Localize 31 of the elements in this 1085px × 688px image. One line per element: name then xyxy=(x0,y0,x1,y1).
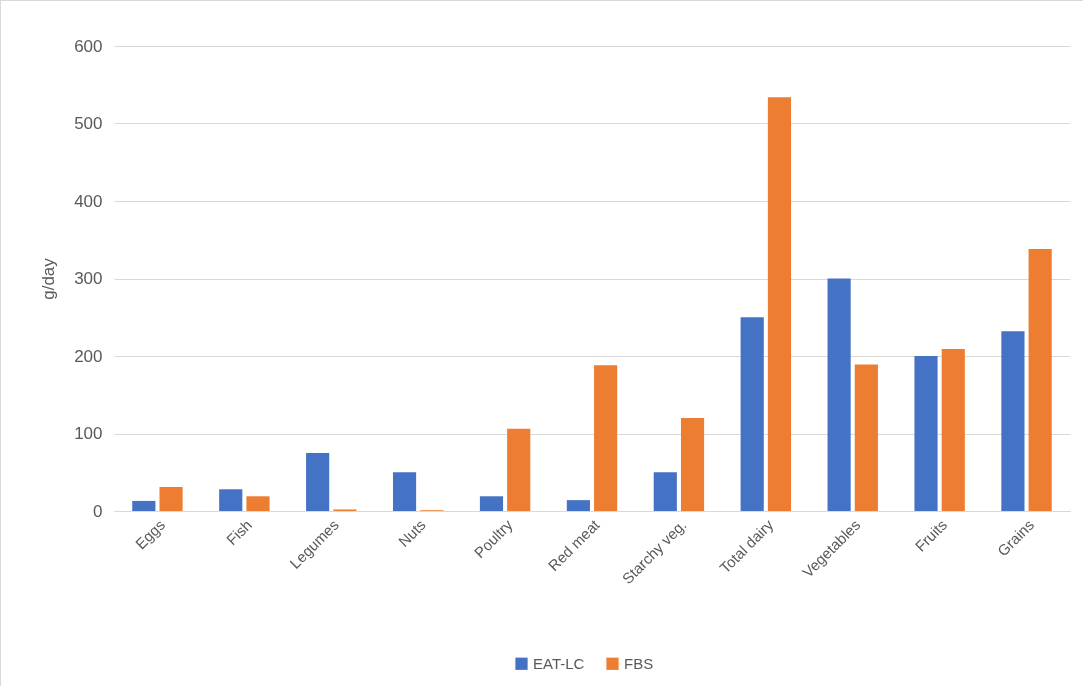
y-tick-label: 500 xyxy=(74,114,103,133)
bar xyxy=(566,500,590,511)
legend-label: FBS xyxy=(624,654,654,672)
bar xyxy=(1028,249,1052,511)
bar xyxy=(827,278,851,511)
bar xyxy=(159,486,183,511)
bar xyxy=(306,452,330,511)
y-tick-label: 400 xyxy=(74,191,103,211)
y-tick-label: 0 xyxy=(93,501,103,521)
y-tick-label: 600 xyxy=(74,36,103,56)
bar xyxy=(941,349,965,511)
legend-label: EAT-LC xyxy=(533,654,585,672)
y-tick-label: 100 xyxy=(74,424,103,443)
bar xyxy=(767,97,792,511)
x-tick-label: Fish xyxy=(222,516,255,549)
bar xyxy=(854,364,878,511)
bar xyxy=(246,496,270,511)
bar xyxy=(219,489,243,511)
bar xyxy=(740,317,764,511)
bar xyxy=(392,472,417,511)
bar xyxy=(653,472,677,511)
bar xyxy=(132,500,156,511)
bar xyxy=(680,418,705,511)
bar xyxy=(1001,331,1025,511)
bar xyxy=(594,365,618,511)
bar xyxy=(507,428,531,511)
y-tick-label: 200 xyxy=(74,346,103,366)
y-tick-label: 300 xyxy=(74,269,103,288)
bar xyxy=(479,496,504,511)
bar xyxy=(914,356,938,511)
y-axis-title: g/day xyxy=(39,257,59,300)
